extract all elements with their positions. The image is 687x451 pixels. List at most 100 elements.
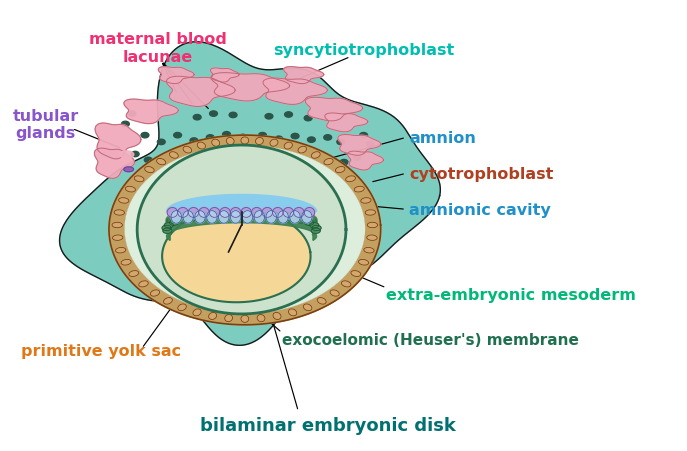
Polygon shape xyxy=(166,77,235,107)
Ellipse shape xyxy=(273,208,283,218)
Ellipse shape xyxy=(241,316,249,323)
Polygon shape xyxy=(109,136,381,325)
Circle shape xyxy=(144,158,152,163)
Ellipse shape xyxy=(364,248,374,253)
Circle shape xyxy=(229,113,237,118)
Circle shape xyxy=(239,135,247,140)
Circle shape xyxy=(174,133,181,138)
Ellipse shape xyxy=(207,211,217,224)
Ellipse shape xyxy=(126,187,135,193)
Ellipse shape xyxy=(115,248,126,253)
Polygon shape xyxy=(263,79,328,105)
Ellipse shape xyxy=(134,176,144,182)
Ellipse shape xyxy=(162,226,171,231)
Ellipse shape xyxy=(163,229,172,234)
Polygon shape xyxy=(95,124,141,160)
Ellipse shape xyxy=(229,213,238,218)
Ellipse shape xyxy=(304,208,315,218)
Polygon shape xyxy=(60,43,440,345)
Ellipse shape xyxy=(273,215,282,220)
Ellipse shape xyxy=(266,211,276,224)
Text: amnionic cavity: amnionic cavity xyxy=(409,202,551,217)
Ellipse shape xyxy=(230,211,241,224)
Text: syncytiotrophoblast: syncytiotrophoblast xyxy=(273,43,454,58)
Ellipse shape xyxy=(286,216,295,221)
Ellipse shape xyxy=(195,211,205,224)
Ellipse shape xyxy=(167,208,178,218)
Ellipse shape xyxy=(210,208,220,218)
Ellipse shape xyxy=(241,208,251,218)
Ellipse shape xyxy=(359,260,369,266)
Circle shape xyxy=(157,160,165,166)
Polygon shape xyxy=(210,69,239,83)
Circle shape xyxy=(128,112,136,117)
Ellipse shape xyxy=(114,210,124,216)
Ellipse shape xyxy=(171,211,181,224)
Circle shape xyxy=(223,132,230,138)
Ellipse shape xyxy=(201,215,210,220)
Ellipse shape xyxy=(209,313,216,320)
Polygon shape xyxy=(125,147,364,313)
Circle shape xyxy=(324,156,332,161)
Ellipse shape xyxy=(124,167,133,172)
Polygon shape xyxy=(137,146,346,314)
Ellipse shape xyxy=(304,304,312,311)
Circle shape xyxy=(190,138,198,144)
Text: cytotrophoblast: cytotrophoblast xyxy=(409,166,554,181)
Ellipse shape xyxy=(293,208,304,218)
Polygon shape xyxy=(162,209,311,303)
Ellipse shape xyxy=(243,211,253,224)
Circle shape xyxy=(324,135,332,141)
Circle shape xyxy=(122,122,129,127)
Circle shape xyxy=(340,160,348,166)
Ellipse shape xyxy=(324,159,333,166)
Ellipse shape xyxy=(121,260,131,266)
Ellipse shape xyxy=(157,159,166,166)
Ellipse shape xyxy=(346,176,355,182)
Circle shape xyxy=(275,137,282,142)
Ellipse shape xyxy=(367,235,377,241)
Ellipse shape xyxy=(177,218,187,224)
Ellipse shape xyxy=(341,281,351,287)
Circle shape xyxy=(308,138,315,143)
Ellipse shape xyxy=(297,218,306,224)
Ellipse shape xyxy=(312,226,321,231)
Ellipse shape xyxy=(241,138,249,145)
Ellipse shape xyxy=(304,221,314,226)
Ellipse shape xyxy=(164,223,173,229)
Ellipse shape xyxy=(139,281,148,287)
Polygon shape xyxy=(94,149,135,179)
Ellipse shape xyxy=(283,208,293,218)
Circle shape xyxy=(258,133,267,138)
Text: maternal blood
lacunae: maternal blood lacunae xyxy=(89,32,227,64)
Circle shape xyxy=(265,115,273,120)
Circle shape xyxy=(284,113,293,118)
Ellipse shape xyxy=(150,290,159,296)
Ellipse shape xyxy=(317,298,326,304)
Polygon shape xyxy=(124,100,179,124)
Ellipse shape xyxy=(257,315,265,322)
Ellipse shape xyxy=(188,216,197,221)
Ellipse shape xyxy=(145,167,154,173)
Ellipse shape xyxy=(220,208,230,218)
Ellipse shape xyxy=(351,271,361,277)
Ellipse shape xyxy=(188,208,199,218)
Ellipse shape xyxy=(112,223,122,228)
Ellipse shape xyxy=(225,315,233,322)
Circle shape xyxy=(353,156,361,161)
Ellipse shape xyxy=(284,143,293,150)
Polygon shape xyxy=(284,68,324,84)
Ellipse shape xyxy=(278,211,289,224)
Ellipse shape xyxy=(311,152,320,159)
Circle shape xyxy=(366,142,374,147)
Circle shape xyxy=(210,112,217,117)
Ellipse shape xyxy=(273,313,281,320)
Ellipse shape xyxy=(212,140,220,147)
Ellipse shape xyxy=(129,271,139,277)
Ellipse shape xyxy=(245,213,254,218)
Ellipse shape xyxy=(354,187,364,193)
Ellipse shape xyxy=(214,214,223,219)
Ellipse shape xyxy=(178,304,186,311)
Ellipse shape xyxy=(164,298,172,304)
Circle shape xyxy=(291,134,299,139)
